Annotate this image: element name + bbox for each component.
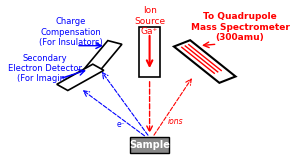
Text: Secondary
Electron Detector
(For Imaging): Secondary Electron Detector (For Imaging… [8,54,82,83]
Text: Ion
Source
Ga⁺: Ion Source Ga⁺ [134,6,165,36]
Text: Sample: Sample [129,140,170,150]
Text: ions: ions [168,117,184,126]
Polygon shape [174,40,236,83]
Polygon shape [57,64,104,90]
Text: Charge
Compensation
(For Insulators): Charge Compensation (For Insulators) [38,17,102,47]
Bar [139,27,160,77]
Text: e⁻: e⁻ [117,120,126,129]
Polygon shape [84,41,122,73]
Text: To Quadrupole
Mass Spectrometer
(300amu): To Quadrupole Mass Spectrometer (300amu) [191,12,290,42]
Bar [130,137,170,153]
